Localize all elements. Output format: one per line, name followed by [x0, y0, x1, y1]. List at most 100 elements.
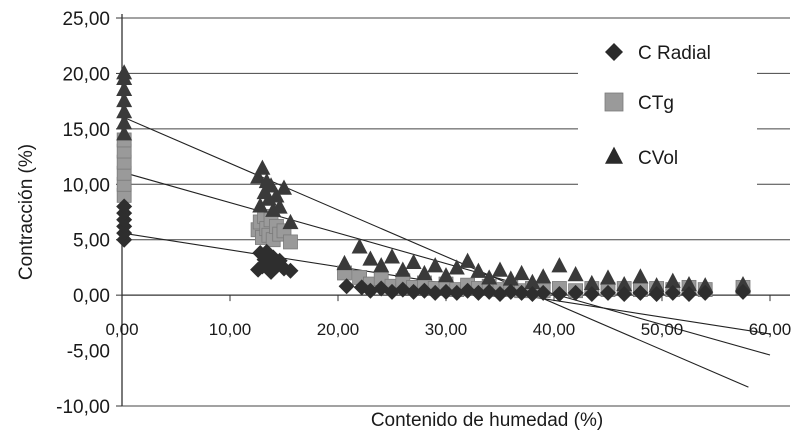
data-point: [351, 238, 368, 254]
x-tick-label: 20,00: [317, 320, 360, 339]
legend-label: C Radial: [638, 43, 711, 64]
data-point: [271, 198, 288, 214]
data-point: [448, 259, 465, 275]
y-tick-label: 20,00: [62, 64, 110, 85]
legend-label: CVol: [638, 148, 678, 169]
legend-marker: [605, 146, 623, 164]
x-tick-label: 60,00: [749, 320, 792, 339]
x-axis-title: Contenido de humedad (%): [371, 410, 603, 431]
data-point: [648, 286, 665, 303]
data-point: [697, 277, 714, 293]
data-point: [438, 283, 454, 300]
legend-entry: CVol: [605, 146, 678, 169]
data-point: [384, 248, 400, 264]
data-point: [600, 284, 616, 301]
trendline: [121, 171, 771, 356]
data-point: [481, 283, 498, 300]
data-point: [735, 275, 751, 292]
data-point: [551, 286, 568, 303]
data-point: [416, 264, 433, 281]
x-tick-label: 40,00: [533, 320, 576, 339]
data-point: [362, 250, 379, 266]
data-point: [600, 269, 616, 285]
data-point: [116, 91, 133, 108]
data-point: [384, 283, 400, 300]
data-point: [405, 253, 422, 269]
data-point: [735, 283, 751, 300]
data-point: [116, 80, 133, 97]
data-point: [567, 265, 584, 282]
trendline: [121, 116, 749, 388]
data-point: [338, 278, 355, 295]
data-point: [470, 262, 487, 278]
data-point: [282, 213, 299, 230]
x-tick-label: 50,00: [641, 320, 684, 339]
data-point: [513, 284, 530, 301]
data-point: [502, 270, 519, 286]
legend: C Radial CTg CVol: [604, 43, 711, 169]
data-point: [583, 274, 600, 291]
y-tick-label: 5,00: [73, 231, 110, 252]
y-tick-label: 0,00: [73, 286, 110, 307]
data-point: [438, 267, 454, 283]
data-point: [252, 197, 269, 213]
data-point: [116, 198, 133, 215]
horizontal-gridlines: [122, 17, 790, 407]
y-tick-label: 15,00: [62, 120, 110, 141]
data-point: [524, 286, 541, 303]
data-point: [513, 264, 530, 281]
x-tick-label: 10,00: [209, 320, 252, 339]
data-point: [481, 269, 498, 285]
data-point: [268, 187, 285, 203]
data-point: [664, 284, 681, 301]
data-point: [648, 277, 665, 293]
data-point: [116, 114, 133, 130]
data-point: [416, 282, 433, 299]
y-axis-title: Contracción (%): [16, 144, 37, 280]
data-point: [448, 284, 465, 301]
data-point: [405, 283, 422, 300]
data-point: [583, 286, 600, 303]
data-point: [664, 272, 681, 288]
data-point: [616, 275, 633, 292]
legend-marker: [604, 92, 624, 112]
data-point: [470, 284, 487, 301]
x-tick-label: 0,00: [105, 320, 138, 339]
y-tick-label: 25,00: [62, 9, 110, 30]
data-point: [116, 103, 133, 119]
data-point: [427, 257, 444, 273]
data-point: [492, 261, 508, 277]
data-point: [263, 177, 280, 193]
data-point: [681, 275, 697, 292]
y-tick-label: 10,00: [62, 175, 110, 196]
data-point: [492, 286, 508, 303]
data-point: [567, 284, 584, 301]
data-points: [116, 64, 751, 303]
data-point: [394, 281, 411, 298]
data-point: [427, 284, 444, 301]
data-point: [116, 125, 133, 141]
data-point: [254, 159, 271, 175]
data-point: [551, 257, 568, 273]
data-point: [373, 257, 390, 273]
data-point: [632, 284, 649, 301]
data-point: [459, 282, 476, 299]
data-point: [632, 268, 649, 284]
data-point: [362, 282, 379, 299]
x-axis-tick-labels: 0,00 10,00 20,00 30,00 40,00 50,00 60,00: [105, 320, 791, 339]
series-c-radial: [116, 198, 751, 303]
data-point: [616, 286, 633, 303]
data-point: [459, 252, 476, 268]
legend-entry: C Radial: [605, 43, 711, 64]
data-point: [116, 64, 133, 80]
y-axis-tick-labels: -10,00 -5,00 0,00 5,00 10,00 15,00 20,00 25,00: [56, 9, 110, 418]
data-point: [524, 273, 541, 289]
data-point: [535, 268, 552, 284]
data-point: [283, 234, 298, 250]
legend-entry: CTg: [604, 92, 674, 114]
legend-label: CTg: [638, 93, 674, 114]
data-point: [681, 286, 697, 303]
legend-marker: [605, 43, 623, 61]
y-tick-label: -5,00: [67, 342, 110, 363]
